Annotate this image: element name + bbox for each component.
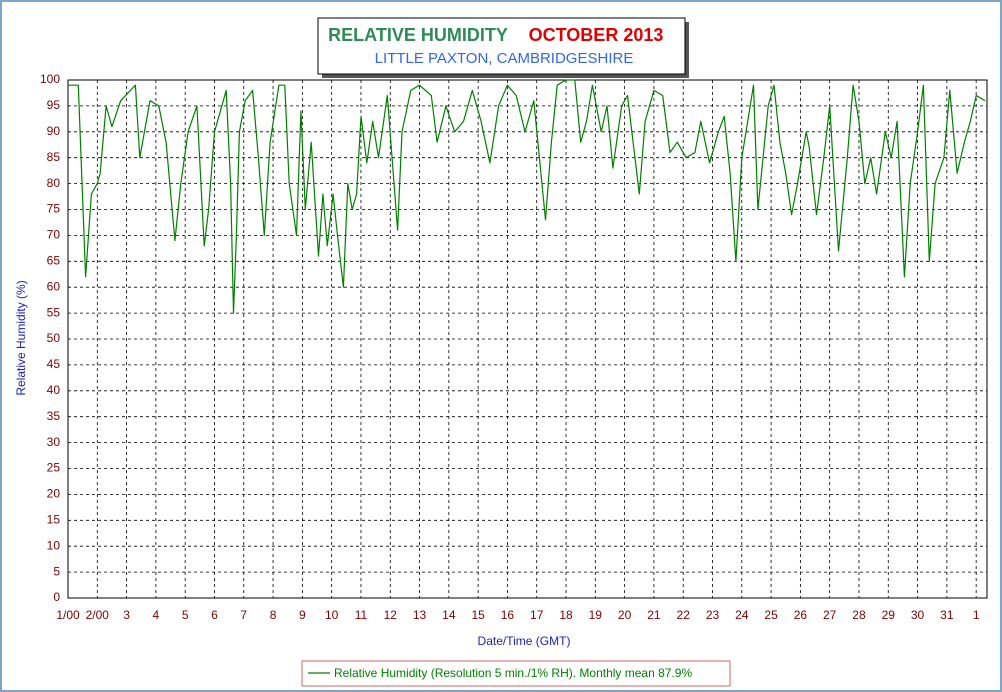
x-tick-label: 7 [240, 608, 247, 622]
x-tick-label: 1/00 [56, 608, 80, 622]
x-tick-label: 16 [501, 608, 515, 622]
chart-title-month: OCTOBER 2013 [529, 25, 664, 45]
x-tick-label: 24 [735, 608, 749, 622]
x-tick-label: 23 [706, 608, 720, 622]
x-tick-label: 18 [559, 608, 573, 622]
chart-subtitle: LITTLE PAXTON, CAMBRIDGESHIRE [375, 50, 634, 67]
y-tick-label: 35 [47, 409, 61, 423]
chart-title: RELATIVE HUMIDITY [328, 25, 508, 45]
x-tick-label: 6 [211, 608, 218, 622]
x-tick-label: 28 [852, 608, 866, 622]
x-tick-label: 4 [153, 608, 160, 622]
y-tick-label: 10 [47, 538, 61, 552]
x-tick-label: 27 [823, 608, 837, 622]
x-tick-label: 3 [123, 608, 130, 622]
y-tick-label: 5 [53, 564, 60, 578]
x-tick-label: 12 [384, 608, 398, 622]
y-tick-label: 25 [47, 461, 61, 475]
y-tick-label: 85 [47, 150, 61, 164]
x-tick-label: 26 [794, 608, 808, 622]
x-tick-label: 14 [442, 608, 456, 622]
y-tick-label: 70 [47, 228, 61, 242]
y-tick-label: 60 [47, 279, 61, 293]
x-tick-label: 21 [647, 608, 661, 622]
y-axis-title: Relative Humidity (%) [14, 280, 28, 395]
x-tick-label: 13 [413, 608, 427, 622]
x-tick-label: 1 [973, 608, 980, 622]
y-tick-label: 0 [53, 590, 60, 604]
line-series [68, 79, 986, 314]
x-tick-label: 9 [299, 608, 306, 622]
y-tick-label: 80 [47, 176, 61, 190]
legend-label: Relative Humidity (Resolution 5 min./1% … [334, 666, 692, 680]
x-tick-label: 17 [530, 608, 544, 622]
x-tick-label: 29 [882, 608, 896, 622]
x-tick-label: 11 [355, 608, 368, 622]
y-tick-label: 45 [47, 357, 61, 371]
y-tick-label: 20 [47, 487, 61, 501]
x-tick-label: 15 [471, 608, 485, 622]
plot-border [67, 79, 988, 599]
y-tick-label: 90 [47, 124, 61, 138]
x-tick-label: 10 [325, 608, 339, 622]
x-tick-label: 8 [270, 608, 277, 622]
y-tick-label: 30 [47, 435, 61, 449]
legend [301, 660, 731, 687]
x-tick-label: 30 [911, 608, 925, 622]
x-tick-label: 31 [940, 608, 954, 622]
x-tick-label: 20 [618, 608, 632, 622]
x-tick-label: 2/00 [86, 608, 110, 622]
x-tick-label: 19 [589, 608, 603, 622]
y-tick-label: 15 [47, 512, 61, 526]
y-tick-label: 75 [47, 202, 61, 216]
y-tick-label: 65 [47, 253, 61, 267]
x-axis-title: Date/Time (GMT) [478, 634, 571, 648]
y-tick-label: 50 [47, 331, 61, 345]
x-tick-label: 5 [182, 608, 189, 622]
y-tick-label: 55 [47, 305, 61, 319]
y-tick-label: 40 [47, 383, 61, 397]
y-tick-label: 100 [40, 72, 60, 86]
title-box [317, 17, 686, 75]
x-tick-label: 25 [764, 608, 778, 622]
x-tick-label: 22 [677, 608, 691, 622]
y-tick-label: 95 [47, 98, 61, 112]
